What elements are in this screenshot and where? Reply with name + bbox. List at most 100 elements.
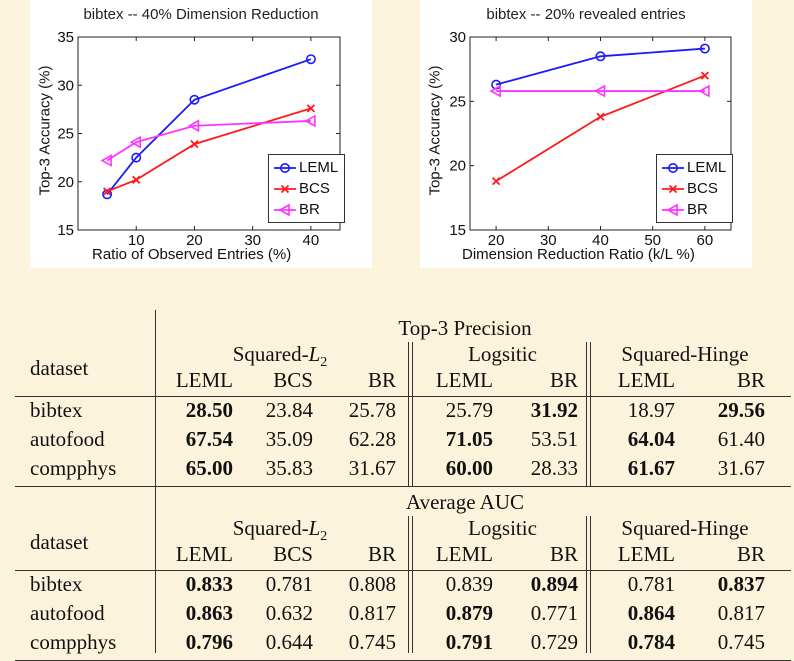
table-cell: 62.28 <box>348 427 396 451</box>
data-point-leml <box>699 43 710 54</box>
table-cell: 61.67 <box>627 456 675 480</box>
column-header: BR <box>367 542 396 566</box>
data-point-br <box>129 135 142 149</box>
table-cell: 60.00 <box>445 456 493 480</box>
y-tick-label: 30 <box>57 77 74 94</box>
chart-title: bibtex -- 20% revealed entries <box>486 6 686 23</box>
table-cell: 0.745 <box>348 630 396 654</box>
table-cell: 35.83 <box>265 456 313 480</box>
chart-revealed-entries-20: bibtex -- 20% revealed entries 15 20 25 30 2… <box>420 0 752 268</box>
legend: LEML BCS BR <box>656 154 734 223</box>
legend-swatch <box>274 162 296 173</box>
table-cell: 64.04 <box>627 427 675 451</box>
chart-dimension-reduction-40: bibtex -- 40% Dimension Reduction 15 20 25… <box>30 0 372 268</box>
legend-swatch <box>662 184 684 193</box>
table-cell: 23.84 <box>265 398 313 422</box>
table-cell: 0.796 <box>185 630 233 654</box>
table-cell: 0.644 <box>265 630 313 654</box>
data-point-br <box>489 84 501 98</box>
data-point-bcs <box>132 175 141 184</box>
x-tick-label: 30 <box>244 232 261 249</box>
x-tick-label: 20 <box>186 232 203 249</box>
x-axis-label: Dimension Reduction Ratio (k/L %) <box>462 246 695 263</box>
table-cell: 0.817 <box>717 601 765 625</box>
legend-marker <box>668 162 678 173</box>
header-rule <box>15 570 791 571</box>
header-rule <box>15 396 791 397</box>
table-cell: 0.839 <box>445 572 493 596</box>
data-point-leml <box>131 152 142 163</box>
table-cell: 0.879 <box>445 601 493 625</box>
legend-label: BR <box>687 201 708 218</box>
table-cell: 0.833 <box>185 572 233 596</box>
y-tick-label: 25 <box>57 126 74 143</box>
table-cell: 31.67 <box>348 456 396 480</box>
group-header-squared-hinge: Squared-Hinge <box>621 342 749 366</box>
legend-swatch <box>662 203 684 216</box>
y-axis-label: Top-3 Accuracy (%) <box>36 65 54 196</box>
dataset-column-header: dataset <box>30 356 89 380</box>
data-point-bcs <box>596 112 605 121</box>
row-dataset-compphys: compphys <box>30 630 117 654</box>
results-tables: Top-3 Precision Squared-L2 Logsitic Squared… <box>0 300 794 661</box>
table-cell: 71.05 <box>445 427 493 451</box>
table-cell: 0.837 <box>717 572 765 596</box>
table-cell: 0.781 <box>627 572 675 596</box>
series-line-br <box>106 120 311 162</box>
table-cell: 25.78 <box>348 398 396 422</box>
table-cell: 18.97 <box>627 398 675 422</box>
table-cell: 35.09 <box>265 427 313 451</box>
data-point-leml <box>305 54 316 65</box>
table-cell: 31.92 <box>530 398 578 422</box>
y-axis-label: Top-3 Accuracy (%) <box>426 65 444 196</box>
legend-item-bcs: BCS <box>273 178 338 199</box>
row-dataset-autofood: autofood <box>30 601 105 625</box>
column-header: BR <box>736 542 765 566</box>
table-title: Average AUC <box>406 490 524 514</box>
column-header: LEML <box>435 368 493 392</box>
legend-item-br: BR <box>273 199 338 220</box>
group-separator <box>590 516 591 653</box>
legend-marker <box>280 184 290 193</box>
legend-label: BR <box>299 201 320 218</box>
group-separator <box>408 342 409 486</box>
data-point-bcs <box>700 71 710 80</box>
table-cell: 0.894 <box>530 572 578 596</box>
group-separator <box>590 342 591 486</box>
group-separator <box>586 516 587 653</box>
table-cell: 0.632 <box>265 601 313 625</box>
column-header: BR <box>367 368 396 392</box>
series-line-bcs <box>106 107 312 193</box>
legend-marker <box>278 203 290 216</box>
legend: LEML BCS BR <box>268 154 346 223</box>
data-point-leml <box>189 94 200 105</box>
table-cell: 0.745 <box>717 630 765 654</box>
column-header: LEML <box>617 368 675 392</box>
legend-marker <box>668 184 678 193</box>
chart-canvas: 15 20 25 30 20 30 40 50 60 <box>449 29 732 249</box>
group-separator <box>412 516 413 653</box>
column-header: BCS <box>273 542 313 566</box>
table-cell: 0.817 <box>348 601 396 625</box>
x-tick-label: 60 <box>697 232 714 249</box>
x-axis-label: Ratio of Observed Entries (%) <box>92 246 292 263</box>
table-cell: 0.781 <box>265 572 313 596</box>
legend-label: BCS <box>299 180 330 197</box>
row-dataset-autofood: autofood <box>30 427 105 451</box>
row-dataset-compphys: compphys <box>30 456 117 480</box>
legend-item-br: BR <box>661 199 726 220</box>
table-cell: 29.56 <box>717 398 765 422</box>
x-tick-label: 40 <box>592 232 609 249</box>
group-header-squared-hinge: Squared-Hinge <box>621 516 749 540</box>
chart-title: bibtex -- 40% Dimension Reduction <box>83 6 319 23</box>
data-point-br <box>100 154 112 167</box>
table-cell: 53.51 <box>530 427 578 451</box>
legend-swatch <box>274 184 296 193</box>
group-header-logistic: Logsitic <box>468 516 537 540</box>
series-line-leml <box>106 58 312 195</box>
table-cell: 0.771 <box>530 601 578 625</box>
legend-item-bcs: BCS <box>661 178 726 199</box>
legend-marker <box>666 203 678 216</box>
dataset-separator <box>155 310 156 653</box>
column-header: LEML <box>175 368 233 392</box>
